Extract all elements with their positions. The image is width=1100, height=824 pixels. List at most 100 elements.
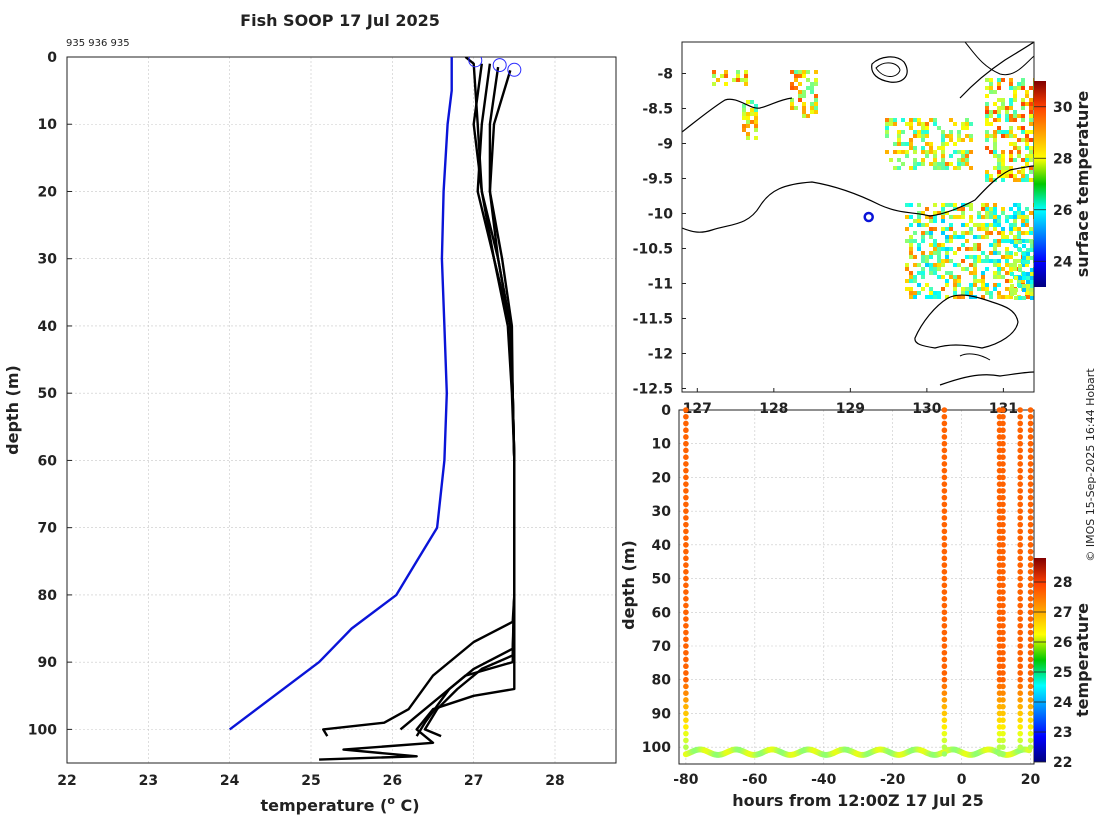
sst-cell [754,128,758,132]
map-colorbar-tick-label: 24 [1053,254,1073,270]
sst-cell [1025,174,1029,178]
sst-cell [917,203,921,207]
cast-point [1027,447,1034,454]
sst-cell [969,138,973,142]
sst-cell [1017,215,1021,219]
sst-cell [1005,118,1009,122]
sst-cell [1017,170,1021,174]
profile-x-tick-label: 27 [464,773,483,789]
cast-point [1027,683,1034,690]
cast-point [1027,528,1034,535]
sst-cell [993,283,997,287]
cast-point [1017,636,1024,643]
sst-cell [720,74,724,78]
sst-cell [1029,122,1033,126]
sst-cell [953,203,957,207]
sst-cell [941,231,945,235]
sst-cell [949,239,953,243]
sst-cell [933,154,937,158]
sst-cell [814,94,818,98]
cast-point [1017,569,1024,575]
cast-point [683,596,689,602]
profile-x-tick-label: 23 [139,773,158,789]
sst-cell [1022,276,1026,280]
sst-cell [957,295,961,299]
sst-cell [985,174,989,178]
sst-cell [917,215,921,219]
sst-cell [909,215,913,219]
cast-point [941,744,948,750]
cast-point [941,616,948,622]
cast-point [683,710,689,717]
cast-point [1000,413,1006,420]
cast-point [1027,710,1034,717]
sst-cell [945,166,949,170]
sst-cell [802,70,806,74]
sst-cell [1013,219,1017,223]
sst-cell [985,122,989,126]
cast-point [1000,582,1006,589]
cast-point [1000,569,1006,575]
sst-cell [1029,231,1033,235]
sst-cell [941,227,945,231]
sst-cell [909,138,913,142]
sst-cell [937,251,941,255]
sst-cell [1009,114,1013,118]
sst-cell [1013,235,1017,239]
cast-point [941,481,948,487]
sst-cell [893,150,897,154]
sst-cell [1001,295,1005,299]
sst-cell [746,112,750,116]
sst-cell [937,211,941,215]
cast-point [941,636,948,643]
cast-point [1000,407,1006,413]
sst-cell [798,98,802,102]
sst-cell [961,138,965,142]
cast-point [1027,690,1034,696]
cast-point [941,447,948,454]
sst-cell [897,142,901,146]
cast-point [683,670,689,676]
cast-point [941,508,948,514]
cast-point [1027,730,1034,737]
cast-point [1027,649,1034,656]
sst-cell [957,130,961,134]
sst-cell [1005,219,1009,223]
sst-cell [945,134,949,138]
sst-cell [965,162,969,166]
cast-point [941,676,948,683]
cast-point [1000,548,1006,555]
sst-cell [993,251,997,255]
sst-cell [1021,106,1025,110]
sst-cell [1009,106,1013,110]
cast-point [683,683,689,690]
sst-cell [790,82,794,86]
sst-cell [929,231,933,235]
sst-cell [933,215,937,219]
cast-point [1000,643,1006,649]
sst-cell [901,162,905,166]
temperature-colorbar-tick-label: 25 [1053,665,1072,681]
sst-cell [957,138,961,142]
sst-cell [973,279,977,283]
sst-cell [913,158,917,162]
cast-point [683,562,689,568]
cast-point [1017,656,1024,663]
sst-cell [941,215,945,219]
sst-cell [993,118,997,122]
sst-cell [1005,235,1009,239]
cast-point [1027,434,1034,440]
sst-cell [885,130,889,134]
cast-point [1027,467,1034,474]
coastline-south [939,371,1034,386]
ship-position-marker [863,211,874,223]
sst-cell [885,126,889,130]
sst-cell [1001,102,1005,106]
sst-cell [993,227,997,231]
sst-cell [989,174,993,178]
sst-cell [937,162,941,166]
sst-cell [917,134,921,138]
sst-cell [806,70,810,74]
sst-cell [945,211,949,215]
sst-cell [1022,244,1026,248]
